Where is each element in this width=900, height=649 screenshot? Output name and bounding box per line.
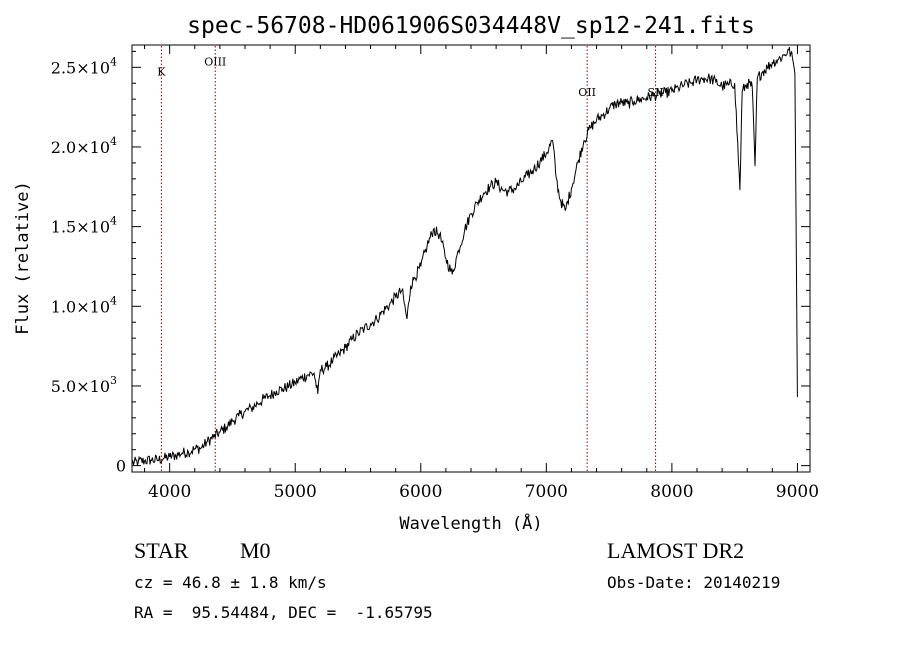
observation-date: Obs-Date: 20140219 bbox=[607, 573, 781, 592]
redshift-velocity: cz = 46.8 ± 1.8 km/s bbox=[134, 573, 327, 592]
x-tick-label: 8000 bbox=[650, 482, 693, 502]
coordinates: RA = 95.54484, DEC = -1.65795 bbox=[134, 603, 433, 622]
line-marker-label: OIII bbox=[204, 56, 226, 69]
line-marker-label: K bbox=[157, 65, 166, 78]
y-tick-label: 1.5×104 bbox=[51, 215, 117, 237]
x-tick-label: 4000 bbox=[148, 482, 191, 502]
y-tick-exponent: 4 bbox=[110, 215, 117, 228]
y-tick-label: 2.0×104 bbox=[51, 135, 117, 157]
y-tick-mantissa: 1.5×10 bbox=[51, 218, 110, 237]
object-class: STAR bbox=[134, 538, 189, 563]
y-tick-mantissa: 1.0×10 bbox=[51, 297, 110, 316]
spectrum-line bbox=[131, 46, 798, 466]
y-axis-label: Flux (relative) bbox=[13, 181, 33, 335]
plot-frame bbox=[131, 44, 811, 473]
y-tick-mantissa: 0 bbox=[116, 457, 126, 476]
y-tick-label: 1.0×104 bbox=[51, 294, 117, 316]
x-axis-label: Wavelength (Å) bbox=[399, 512, 542, 534]
y-tick-exponent: 4 bbox=[110, 294, 117, 307]
x-tick-label: 5000 bbox=[274, 482, 317, 502]
y-tick-exponent: 4 bbox=[110, 135, 117, 148]
y-tick-exponent: 3 bbox=[110, 374, 117, 387]
survey-name: LAMOST DR2 bbox=[607, 538, 745, 563]
chart-title: spec-56708-HD061906S034448V_sp12-241.fit… bbox=[187, 13, 755, 39]
y-tick-mantissa: 2.0×10 bbox=[51, 138, 110, 157]
y-tick-exponent: 4 bbox=[110, 55, 117, 68]
y-tick-mantissa: 5.0×10 bbox=[51, 377, 110, 396]
line-marker-label: OII bbox=[578, 86, 596, 99]
x-tick-label: 9000 bbox=[776, 482, 819, 502]
y-tick-label: 2.5×104 bbox=[51, 55, 117, 77]
y-tick-label: 5.0×103 bbox=[51, 374, 117, 396]
spectral-subclass: M0 bbox=[240, 538, 271, 563]
y-tick-label: 0 bbox=[116, 457, 126, 476]
x-tick-label: 7000 bbox=[525, 482, 568, 502]
x-axis: 4000 5000 6000 7000 8000 9000 bbox=[144, 45, 819, 502]
x-tick-label: 6000 bbox=[399, 482, 442, 502]
y-tick-mantissa: 2.5×10 bbox=[51, 58, 110, 77]
